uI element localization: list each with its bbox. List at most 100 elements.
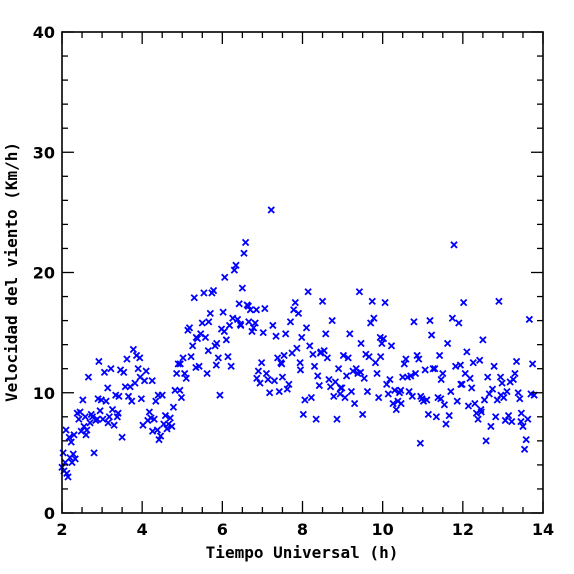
data-point <box>490 362 498 370</box>
data-point <box>373 369 381 378</box>
data-point <box>517 409 526 417</box>
data-point <box>299 410 307 419</box>
data-point <box>519 422 527 431</box>
data-point <box>453 397 461 405</box>
data-point <box>516 395 524 403</box>
data-point <box>402 355 410 363</box>
data-point <box>442 420 450 428</box>
data-point <box>424 410 433 419</box>
data-point <box>480 396 489 404</box>
data-point <box>509 375 518 384</box>
data-point <box>240 249 248 257</box>
data-point <box>100 368 109 376</box>
data-point <box>252 306 261 314</box>
x-tick-label: 6 <box>217 520 228 539</box>
data-point <box>496 373 505 381</box>
data-point <box>238 284 247 292</box>
data-point <box>188 342 197 350</box>
data-point <box>325 375 333 384</box>
data-point <box>244 302 253 310</box>
data-point <box>222 336 231 344</box>
data-point <box>236 320 245 328</box>
data-point <box>142 367 150 375</box>
data-point <box>314 372 322 380</box>
data-point <box>70 431 78 439</box>
data-point <box>150 415 158 423</box>
data-point <box>283 385 291 393</box>
data-point <box>333 415 341 423</box>
data-point <box>310 362 319 370</box>
data-point <box>160 420 168 428</box>
data-point <box>278 373 287 381</box>
data-point <box>249 324 258 332</box>
data-point <box>528 360 537 368</box>
data-point <box>168 422 176 431</box>
data-point <box>267 206 275 214</box>
data-point <box>530 391 538 399</box>
data-point <box>467 384 476 392</box>
data-point <box>163 425 171 433</box>
data-point <box>84 373 93 381</box>
data-point <box>288 349 296 357</box>
data-point <box>204 346 212 355</box>
data-point <box>383 380 391 389</box>
data-point <box>488 385 497 393</box>
y-axis-label: Velocidad del viento (Km/h) <box>2 142 21 402</box>
data-point <box>214 354 222 362</box>
data-point <box>328 316 336 325</box>
data-point <box>273 354 282 362</box>
data-point <box>417 392 425 401</box>
data-point <box>246 306 255 314</box>
data-point <box>256 379 264 387</box>
data-point <box>392 405 400 414</box>
data-point <box>161 411 170 420</box>
data-point <box>341 393 349 402</box>
data-point <box>235 300 243 308</box>
data-point <box>179 354 187 362</box>
data-point <box>131 379 139 387</box>
data-point <box>187 353 195 361</box>
data-point <box>309 350 317 358</box>
data-point <box>443 339 452 348</box>
data-point <box>415 355 423 363</box>
data-point <box>156 432 165 440</box>
data-point <box>224 353 232 361</box>
data-point <box>304 288 312 296</box>
data-point <box>522 435 530 444</box>
data-point <box>504 411 513 420</box>
data-point <box>485 390 493 398</box>
data-point <box>71 455 79 463</box>
data-point <box>192 333 200 342</box>
data-point <box>232 261 240 269</box>
data-point <box>323 354 332 362</box>
data-point <box>99 415 107 423</box>
data-point <box>251 319 259 327</box>
data-point <box>400 360 408 368</box>
data-point <box>257 359 266 367</box>
data-point <box>464 402 473 410</box>
data-point <box>477 405 485 414</box>
data-point <box>427 331 436 339</box>
data-point <box>61 458 69 467</box>
data-point <box>129 345 138 354</box>
data-point <box>371 359 380 367</box>
data-point <box>344 354 352 362</box>
data-point <box>525 315 534 324</box>
data-point <box>296 366 305 374</box>
data-point <box>492 413 500 421</box>
data-point <box>421 366 429 374</box>
data-point <box>331 378 340 386</box>
data-point <box>253 374 261 382</box>
data-point <box>62 426 70 434</box>
data-point <box>264 375 272 384</box>
data-point <box>105 413 113 421</box>
data-markers <box>58 206 538 481</box>
data-point <box>487 422 495 431</box>
data-point <box>86 419 94 427</box>
data-point <box>171 386 179 395</box>
data-point <box>469 359 477 367</box>
data-point <box>405 387 413 396</box>
data-point <box>322 330 330 338</box>
data-point <box>81 413 89 421</box>
data-point <box>357 339 365 348</box>
